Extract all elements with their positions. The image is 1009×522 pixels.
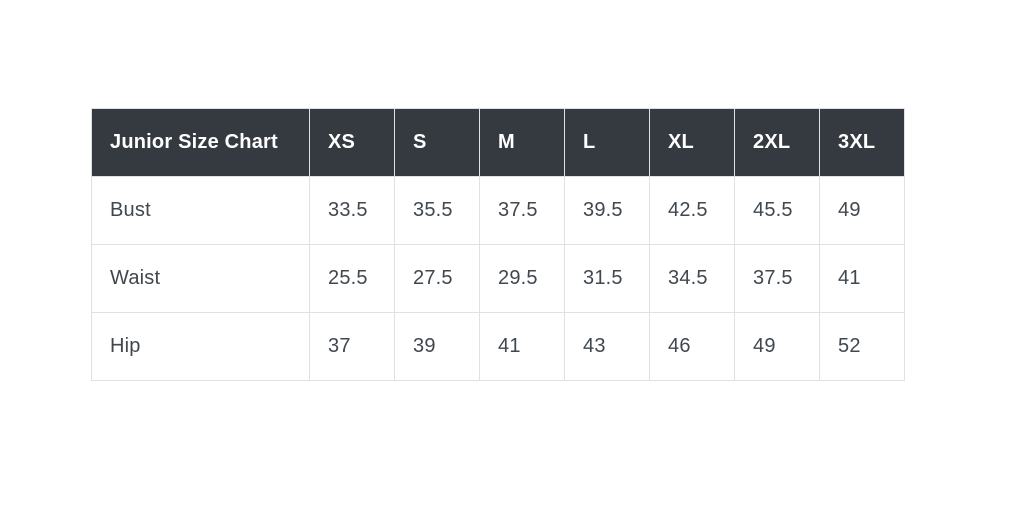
table-cell: 42.5 [649,176,735,245]
header-cell-size-xl: XL [649,108,735,177]
table-row-bust: Bust 33.5 35.5 37.5 39.5 42.5 45.5 49 [91,176,905,245]
table-body: Bust 33.5 35.5 37.5 39.5 42.5 45.5 49 Wa… [91,176,905,381]
header-row: Junior Size Chart XS S M L XL 2XL 3XL [91,108,905,177]
row-label-bust: Bust [91,176,310,245]
table-cell: 34.5 [649,244,735,313]
table-cell: 41 [819,244,905,313]
header-cell-size-m: M [479,108,565,177]
table-cell: 37 [309,312,395,381]
table-cell: 52 [819,312,905,381]
table-cell: 43 [564,312,650,381]
table-cell: 29.5 [479,244,565,313]
row-label-waist: Waist [91,244,310,313]
header-cell-size-s: S [394,108,480,177]
table-cell: 49 [734,312,820,381]
header-cell-size-l: L [564,108,650,177]
table-cell: 33.5 [309,176,395,245]
header-cell-title: Junior Size Chart [91,108,310,177]
table-cell: 46 [649,312,735,381]
table-cell: 41 [479,312,565,381]
table-cell: 39.5 [564,176,650,245]
header-cell-size-2xl: 2XL [734,108,820,177]
table-cell: 31.5 [564,244,650,313]
table-header-row: Junior Size Chart XS S M L XL 2XL 3XL [91,108,905,177]
table-cell: 39 [394,312,480,381]
table-cell: 35.5 [394,176,480,245]
table-cell: 27.5 [394,244,480,313]
table-cell: 45.5 [734,176,820,245]
table-cell: 37.5 [479,176,565,245]
table-cell: 25.5 [309,244,395,313]
junior-size-chart-table: Junior Size Chart XS S M L XL 2XL 3XL Bu… [91,108,905,381]
table-cell: 49 [819,176,905,245]
header-cell-size-xs: XS [309,108,395,177]
row-label-hip: Hip [91,312,310,381]
table-cell: 37.5 [734,244,820,313]
header-cell-size-3xl: 3XL [819,108,905,177]
table-row-hip: Hip 37 39 41 43 46 49 52 [91,312,905,381]
table-row-waist: Waist 25.5 27.5 29.5 31.5 34.5 37.5 41 [91,244,905,313]
